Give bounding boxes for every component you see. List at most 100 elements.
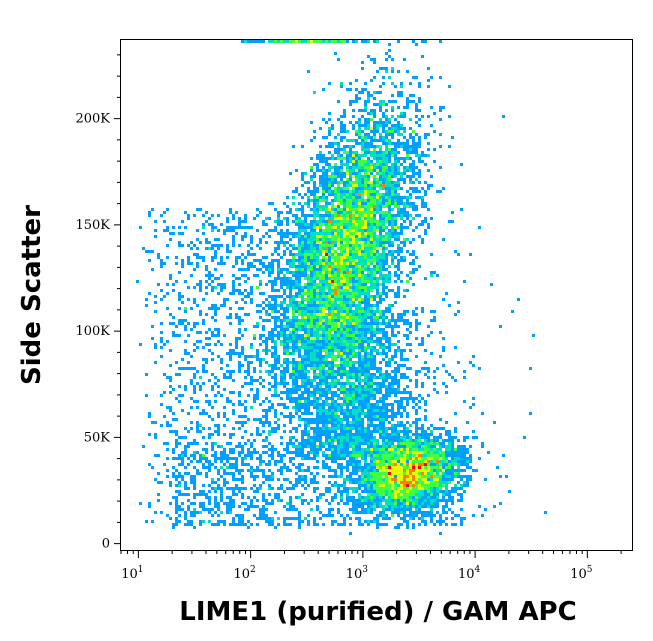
density-cell — [448, 436, 451, 439]
density-cell — [271, 229, 274, 232]
density-cell — [379, 298, 382, 301]
density-cell — [304, 316, 307, 319]
density-cell — [403, 289, 406, 292]
density-cell — [403, 157, 406, 160]
density-cell — [337, 394, 340, 397]
density-cell — [409, 181, 412, 184]
density-cell — [457, 253, 460, 256]
density-cell — [382, 202, 385, 205]
density-cell — [397, 421, 400, 424]
density-cell — [274, 343, 277, 346]
density-cell — [310, 292, 313, 295]
density-cell — [304, 283, 307, 286]
density-cell — [322, 373, 325, 376]
density-cell — [331, 190, 334, 193]
density-cell — [271, 370, 274, 373]
density-cell — [427, 187, 430, 190]
density-cell — [343, 415, 346, 418]
density-cell — [379, 67, 382, 70]
density-cell — [313, 193, 316, 196]
density-cell — [304, 427, 307, 430]
density-cell — [367, 385, 370, 388]
density-cell — [367, 265, 370, 268]
density-cell — [286, 343, 289, 346]
density-cell — [415, 256, 418, 259]
density-cell — [328, 175, 331, 178]
density-cell — [274, 385, 277, 388]
density-cell — [343, 346, 346, 349]
density-cell — [322, 403, 325, 406]
density-cell — [352, 250, 355, 253]
density-cell — [286, 310, 289, 313]
density-cell — [334, 412, 337, 415]
density-cell — [319, 178, 322, 181]
density-cell — [379, 292, 382, 295]
density-cell — [358, 283, 361, 286]
density-cell — [379, 313, 382, 316]
density-cell — [361, 421, 364, 424]
density-cell — [271, 307, 274, 310]
density-cell — [331, 355, 334, 358]
density-cell — [418, 190, 421, 193]
density-cell — [280, 382, 283, 385]
density-cell — [274, 310, 277, 313]
density-cell — [412, 310, 415, 313]
density-cell — [403, 142, 406, 145]
density-cell — [265, 241, 268, 244]
density-cell — [343, 184, 346, 187]
density-cell — [256, 352, 259, 355]
density-cell — [280, 373, 283, 376]
density-cell — [211, 304, 214, 307]
density-cell — [364, 313, 367, 316]
density-cell — [331, 199, 334, 202]
density-cell — [346, 331, 349, 334]
density-cell — [400, 436, 403, 439]
density-cell — [394, 142, 397, 145]
density-cell — [310, 235, 313, 238]
density-cell — [268, 406, 271, 409]
density-cell — [313, 307, 316, 310]
density-cell — [364, 142, 367, 145]
density-cell — [403, 112, 406, 115]
density-cell — [463, 370, 466, 373]
density-cell — [349, 433, 352, 436]
density-cell — [355, 247, 358, 250]
density-cell — [178, 226, 181, 229]
density-cell — [325, 304, 328, 307]
density-cell — [523, 436, 526, 439]
density-cell — [373, 403, 376, 406]
density-cell — [349, 280, 352, 283]
density-cell — [322, 205, 325, 208]
density-cell — [382, 154, 385, 157]
density-cell — [313, 205, 316, 208]
density-cell — [358, 427, 361, 430]
density-cell — [409, 397, 412, 400]
density-cell — [202, 436, 205, 439]
density-cell — [253, 253, 256, 256]
density-cell — [211, 289, 214, 292]
density-cell — [244, 421, 247, 424]
density-cell — [223, 232, 226, 235]
density-cell — [409, 100, 412, 103]
density-cell — [358, 436, 361, 439]
density-cell — [340, 373, 343, 376]
density-cell — [244, 406, 247, 409]
density-cell — [280, 220, 283, 223]
density-cell — [304, 337, 307, 340]
density-cell — [346, 286, 349, 289]
density-cell — [313, 175, 316, 178]
density-cell — [361, 256, 364, 259]
density-cell — [241, 40, 244, 43]
density-cell — [385, 274, 388, 277]
density-cell — [367, 124, 370, 127]
density-cell — [364, 88, 367, 91]
density-cell — [247, 382, 250, 385]
density-cell — [400, 199, 403, 202]
density-cell — [268, 409, 271, 412]
density-cell — [331, 40, 334, 43]
density-cell — [211, 358, 214, 361]
density-cell — [406, 376, 409, 379]
density-cell — [295, 220, 298, 223]
density-cell — [328, 82, 331, 85]
